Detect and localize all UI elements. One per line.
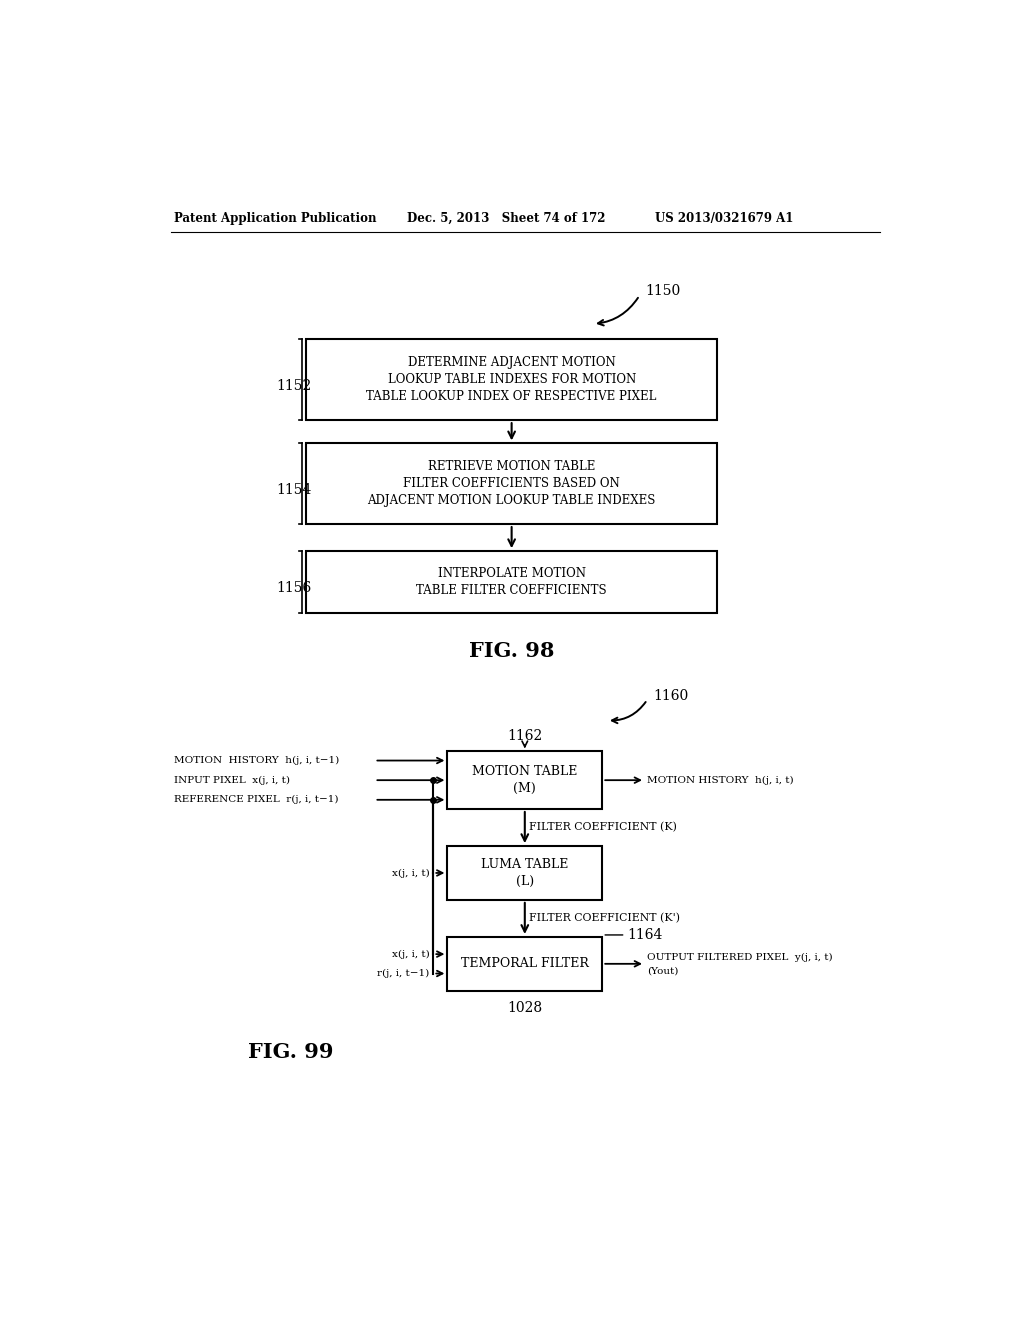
Text: OUTPUT FILTERED PIXEL  y(j, i, t): OUTPUT FILTERED PIXEL y(j, i, t) (647, 953, 833, 962)
Text: (Yout): (Yout) (647, 968, 679, 975)
Text: FILTER COEFFICIENT (K'): FILTER COEFFICIENT (K') (528, 913, 680, 924)
Text: 1164: 1164 (627, 928, 663, 942)
Text: MOTION  HISTORY  h(j, i, t−1): MOTION HISTORY h(j, i, t−1) (174, 756, 340, 766)
Text: 1150: 1150 (646, 284, 681, 298)
Bar (306, 444, 717, 524)
Text: INPUT PIXEL  x(j, i, t): INPUT PIXEL x(j, i, t) (174, 776, 291, 784)
Text: r(j, i, t−1): r(j, i, t−1) (377, 969, 429, 978)
Text: FILTER COEFFICIENT (K): FILTER COEFFICIENT (K) (528, 822, 677, 833)
Text: 1152: 1152 (276, 379, 312, 393)
Text: FIG. 99: FIG. 99 (248, 1043, 334, 1063)
Bar (447, 751, 602, 809)
Text: LUMA TABLE
(L): LUMA TABLE (L) (481, 858, 568, 888)
Text: 1028: 1028 (507, 1001, 543, 1015)
Text: x(j, i, t): x(j, i, t) (392, 869, 429, 878)
Text: US 2013/0321679 A1: US 2013/0321679 A1 (655, 213, 794, 224)
Bar (447, 846, 602, 900)
Text: Dec. 5, 2013   Sheet 74 of 172: Dec. 5, 2013 Sheet 74 of 172 (407, 213, 605, 224)
Text: FIG. 98: FIG. 98 (469, 642, 554, 661)
Text: 1162: 1162 (507, 729, 543, 743)
Text: TEMPORAL FILTER: TEMPORAL FILTER (461, 957, 589, 970)
Bar (447, 937, 602, 991)
Text: MOTION TABLE
(M): MOTION TABLE (M) (472, 766, 578, 795)
Text: 1154: 1154 (276, 483, 312, 496)
Text: REFERENCE PIXEL  r(j, i, t−1): REFERENCE PIXEL r(j, i, t−1) (174, 795, 339, 804)
Bar (306, 552, 717, 612)
Text: RETRIEVE MOTION TABLE
FILTER COEFFICIENTS BASED ON
ADJACENT MOTION LOOKUP TABLE : RETRIEVE MOTION TABLE FILTER COEFFICIENT… (368, 461, 655, 507)
Text: DETERMINE ADJACENT MOTION
LOOKUP TABLE INDEXES FOR MOTION
TABLE LOOKUP INDEX OF : DETERMINE ADJACENT MOTION LOOKUP TABLE I… (367, 356, 656, 404)
Text: Patent Application Publication: Patent Application Publication (174, 213, 377, 224)
Text: MOTION HISTORY  h(j, i, t): MOTION HISTORY h(j, i, t) (647, 776, 794, 784)
Text: x(j, i, t): x(j, i, t) (392, 949, 429, 958)
Bar (306, 339, 717, 420)
Text: INTERPOLATE MOTION
TABLE FILTER COEFFICIENTS: INTERPOLATE MOTION TABLE FILTER COEFFICI… (417, 566, 607, 597)
Text: 1156: 1156 (276, 581, 312, 595)
Text: 1160: 1160 (653, 689, 689, 702)
